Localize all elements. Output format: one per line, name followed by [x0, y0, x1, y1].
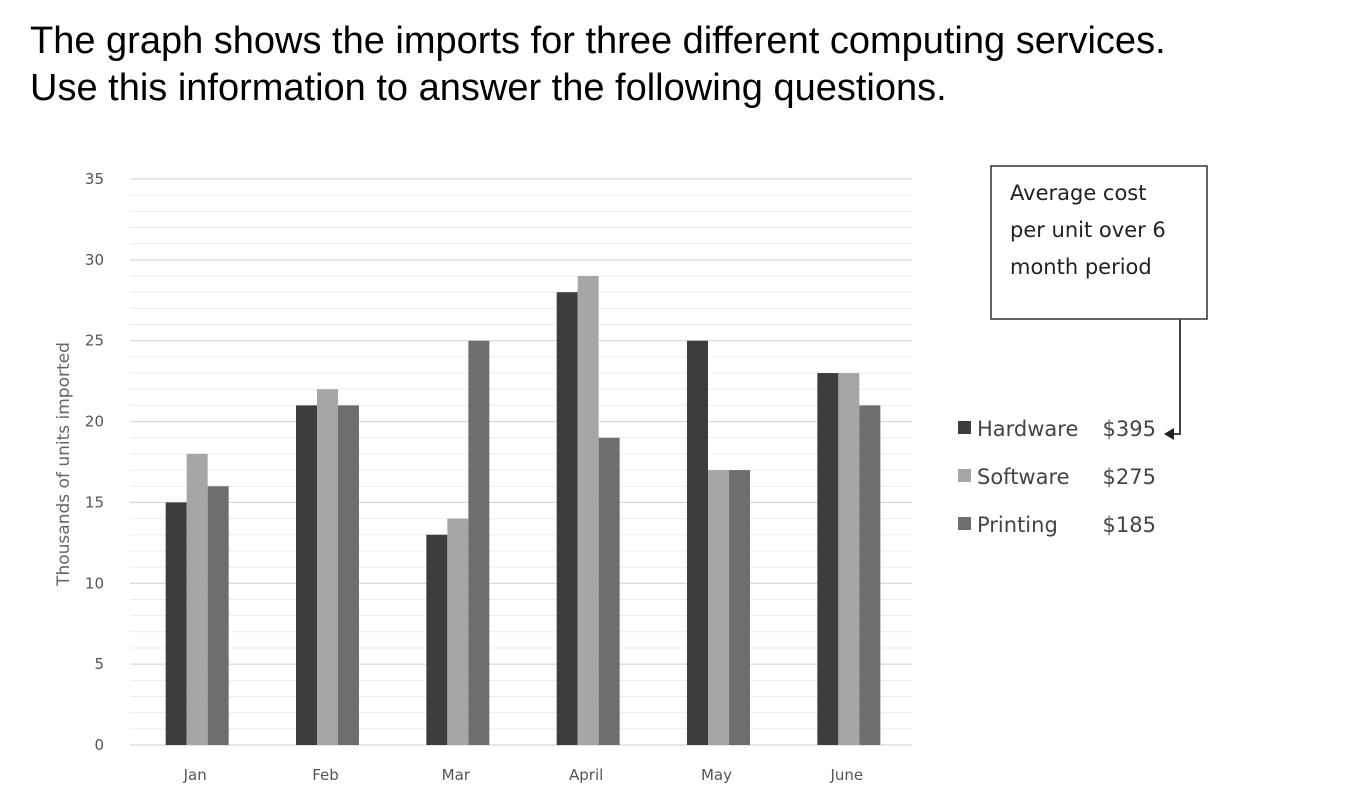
legend-cost-hardware: $395: [1103, 417, 1156, 441]
intro-line-2: Use this information to answer the follo…: [30, 67, 947, 109]
x-tick-label: Mar: [442, 766, 471, 784]
annotation-line-2: per unit over 6: [1010, 218, 1166, 242]
legend-swatch-software: [958, 469, 971, 482]
legend-swatch-printing: [958, 517, 971, 530]
grid-lines: [130, 178, 912, 746]
cost-annotation: Average cost per unit over 6 month perio…: [990, 165, 1208, 440]
legend-label-hardware: Hardware: [977, 417, 1078, 441]
x-tick-label: Jan: [183, 766, 207, 784]
x-tick-label: June: [829, 766, 863, 784]
bar-printing-mar: [468, 340, 490, 745]
bar-printing-june: [859, 405, 881, 745]
y-tick-label: 25: [85, 332, 104, 350]
annotation-arrow-line: [1170, 319, 1181, 435]
y-tick-label: 15: [85, 493, 104, 511]
y-tick-label: 10: [85, 574, 104, 592]
y-tick-label: 30: [85, 251, 104, 269]
legend-label-printing: Printing: [977, 513, 1058, 537]
y-axis-label: Thousands of units imported: [54, 342, 74, 587]
bar-hardware-jan: [165, 502, 187, 745]
y-tick-label: 0: [94, 736, 104, 754]
y-tick-label: 35: [85, 170, 104, 188]
bar-software-june: [838, 373, 860, 745]
annotation-box: [990, 165, 1208, 320]
bar-hardware-april: [556, 292, 578, 745]
bar-printing-may: [729, 470, 750, 745]
y-tick-label: 5: [94, 655, 104, 673]
x-axis-ticks: Jan Feb Mar April May June: [183, 766, 864, 784]
intro-line-1: The graph shows the imports for three di…: [30, 20, 1166, 62]
legend-cost-printing: $185: [1103, 513, 1156, 537]
bar-hardware-feb: [296, 405, 317, 745]
bar-hardware-june: [817, 373, 839, 745]
legend: Hardware $395 Software $275 Printing $185: [958, 417, 1156, 537]
bar-hardware-mar: [426, 534, 448, 745]
bar-hardware-may: [687, 340, 708, 745]
legend-cost-software: $275: [1103, 465, 1156, 489]
x-tick-label: April: [569, 766, 603, 784]
y-axis-ticks: 0 5 10 15 20 25 30 35: [85, 170, 104, 754]
bar-software-mar: [447, 518, 469, 745]
legend-label-software: Software: [977, 465, 1070, 489]
bar-software-feb: [317, 389, 338, 745]
bar-printing-jan: [207, 486, 229, 745]
legend-swatch-hardware: [958, 421, 971, 434]
annotation-arrow-head: [1164, 428, 1174, 440]
y-tick-label: 20: [85, 413, 104, 431]
bar-software-may: [708, 470, 729, 745]
bar-printing-feb: [338, 405, 359, 745]
bars: [165, 276, 881, 745]
annotation-line-1: Average cost: [1010, 181, 1146, 205]
intro-text: The graph shows the imports for three di…: [30, 18, 1350, 112]
bar-software-jan: [186, 453, 208, 745]
x-tick-label: Feb: [312, 766, 339, 784]
x-tick-label: May: [701, 766, 732, 784]
bar-printing-april: [598, 437, 620, 745]
bar-software-april: [577, 276, 599, 745]
annotation-line-3: month period: [1010, 255, 1152, 279]
